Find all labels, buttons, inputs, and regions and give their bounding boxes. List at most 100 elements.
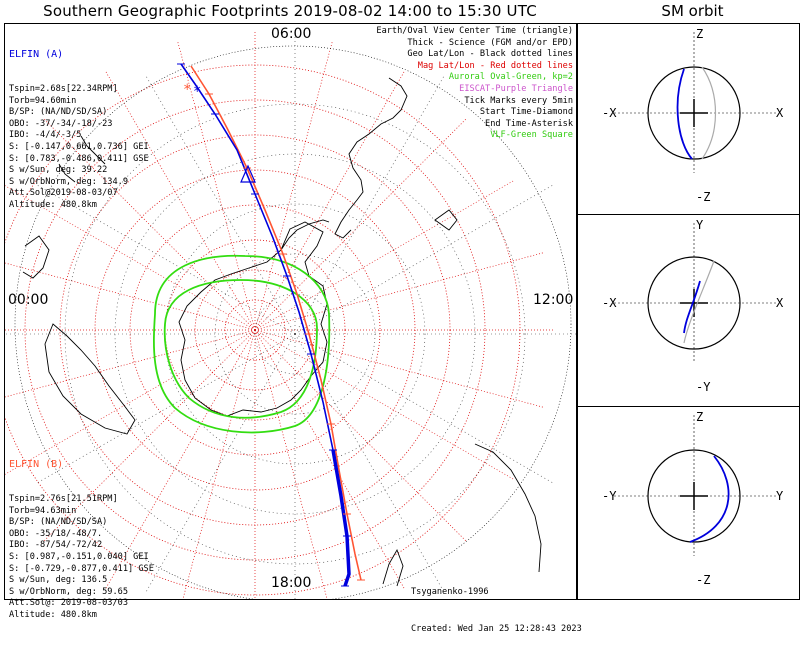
footer: Tsyganenko-1996 Created: Wed Jan 25 12:2… [411,564,582,659]
elfin-a-line: Tspin=2.68s[22.34RPM] [9,83,118,94]
mag-lon-line [5,329,256,475]
polar-map-svg: * * [5,30,576,599]
africa-coastline [474,443,542,573]
elfin-a-lines: Tspin=2.68s[22.34RPM] Torb=94.60min B/SP: … [9,84,149,212]
axis-label-left: -Y [602,489,617,503]
geo-lat-circle [64,103,526,565]
hour-label-top: 06:00 [271,26,312,42]
grid-group [5,30,576,599]
mag-lon-line [254,329,328,599]
mag-lon-line [254,40,333,331]
polar-map-panel: * * 06:00 00:00 12:00 18:00 ELFIN (A) Tsp… [4,23,582,634]
legend-entry: Geo Lat/Lon - Black dotted lines [407,49,573,60]
elfin-a-line: S w/OrbNorm, deg: 134.9 [9,176,128,187]
mag-lon-line [182,329,256,599]
sm-orbit-title: SM orbit [661,2,724,20]
legend-entry: Earth/Oval View Center Time (triangle) [376,26,573,36]
elfin-a-line: Torb=94.60min [9,95,77,106]
mag-lon-line [5,185,256,331]
axis-label-top: Z [696,410,703,424]
elfin-b-lines: Tspin=2.76s[21.51RPM] Torb=94.63min B/SP: … [9,494,154,622]
legend-entry: Thick - Science (FGM and/or EPD) [407,37,573,48]
legend: Earth/Oval View Center Time (triangle) Th… [376,26,573,142]
axis-label-right: Y [776,489,784,503]
elfin-a-line: S: [-0.147,0.661,0.736] GEI [9,141,149,152]
elfin-a-info: ELFIN (A) Tspin=2.68s[22.34RPM] Torb=94.6… [9,26,149,235]
mag-lon-line [5,262,256,331]
axis-label-right: X [776,296,784,310]
mag-lon-line [42,117,256,331]
legend-entry: Start Time-Diamond [479,107,573,118]
created-label: Created: Wed Jan 25 12:28:43 2023 [411,623,582,634]
chart-title: Southern Geographic Footprints 2019-08-0… [43,2,537,20]
elfin-a-line: B/SP: (NA/ND/SD/SA) [9,107,108,118]
mag-lon-line [42,329,256,543]
elfin-b-end-asterisk: * [183,82,191,98]
legend-entry: Tick Marks every 5min [464,95,573,106]
axis-label-top: Y [696,218,704,232]
mag-lon-line [254,329,406,590]
elfin-a-science-segment [331,449,351,587]
elfin-a-orbit [689,455,730,543]
mag-lon-line [254,117,468,331]
axis-label-bottom: -Z [696,573,710,587]
island-coastline [434,209,458,231]
legend-entry: EISCAT-Purple Triangle [459,83,573,94]
axis-label-left: -X [602,296,617,310]
legend-entry: Auroral Oval-Green, kp=2 [448,72,573,83]
legend-entry: VLF-Green Square [490,130,573,141]
axis-label-top: Z [696,27,703,41]
elfin-a-line: Att.Sol@2019-08-03/07 [9,188,118,199]
mag-lon-line [254,329,468,543]
elfin-b-line: Tspin=2.76s[21.51RPM] [9,493,118,504]
elfin-a-view-triangle [240,164,256,183]
elfin-b-info: ELFIN (B) Tspin=2.76s[21.51RPM] Torb=94.6… [9,436,154,645]
elfin-b-line: Att.Sol@: 2019-08-03/03 [9,598,128,609]
mag-lat-circle [24,99,486,561]
mag-lon-line [254,329,545,408]
elfin-a-line: Altitude: 480.8km [9,199,97,210]
mag-lon-line [254,70,406,331]
mag-lat-circle [129,204,381,456]
elfin-b-name: ELFIN (B) [9,459,64,471]
elfin-b-line: S w/Sun, deg: 136.5 [9,575,108,586]
orbit-far-side [701,66,716,160]
elfin-a-track [180,63,350,587]
south-america-coastline [334,77,408,239]
elfin-b-line: S: [-0.729,-0.877,0.411] GSE [9,563,154,574]
track-group: * * [177,63,365,587]
hour-label-right: 12:00 [533,292,574,308]
mag-lon-line [104,70,256,331]
elfin-b-line: IBO: -87/54/-72/42 [9,540,103,551]
elfin-b-line: OBO: -35/18/-48/7. [9,528,103,539]
legend-entry: Mag Lat/Lon - Red dotted lines [417,60,573,71]
orbit-far-side [683,260,715,344]
new-zealand-coastline [58,135,106,183]
peninsula-coastline [280,219,330,251]
axis-label-bottom: -Y [696,380,711,394]
sm-panel-yz: Z -Z -Y Y [577,406,800,600]
auroral-oval-outer [152,254,331,434]
mag-lon-line [254,329,515,481]
axis-label-left: -X [602,106,617,120]
auroral-oval-inner [163,279,318,419]
mag-lon-line [177,40,256,331]
model-label: Tsyganenko-1996 [411,587,489,598]
sm-panel-xz-svg: Z -Z -X X [602,27,784,204]
elfin-b-line: Torb=94.63min [9,505,77,516]
mag-lon-line [5,329,256,398]
geo-lon-line [294,183,555,335]
elfin-b-line: S: [0.987,-0.151,0.040] GEI [9,551,149,562]
axis-label-bottom: -Z [696,190,710,204]
horizon-circle [14,45,572,599]
elfin-b-line: Altitude: 480.8km [9,609,97,620]
elfin-a-name: ELFIN (A) [9,49,64,61]
auroral-oval-group [152,254,331,434]
sm-panel-yz-svg: Z -Z -Y Y [602,410,784,587]
legend-entry: End Time-Asterisk [485,118,573,129]
elfin-a-line: OBO: -37/-34/-18/-23 [9,118,113,129]
mag-lon-line [254,179,515,331]
axis-label-right: X [776,106,784,120]
sm-panel-xz: Z -Z -X X [577,23,800,215]
mag-lon-line [254,252,545,331]
